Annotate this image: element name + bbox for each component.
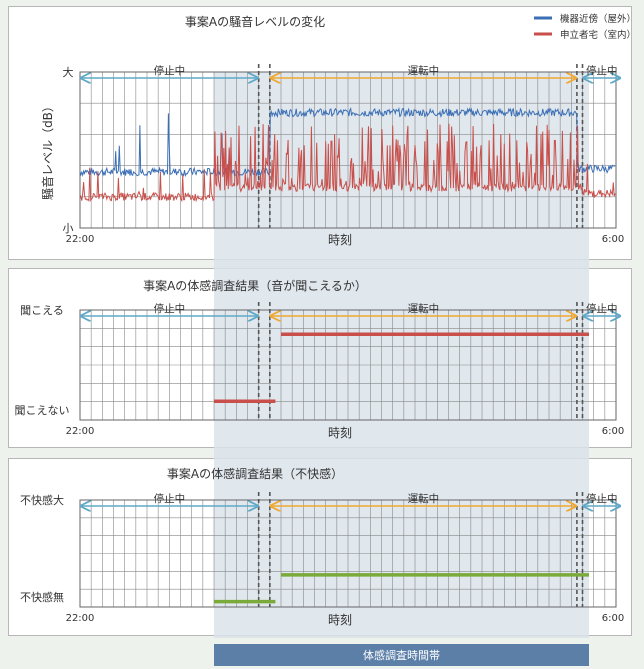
plot-frame — [79, 499, 617, 608]
x-axis-label: 時刻 — [328, 233, 352, 247]
series-line-outdoor — [79, 106, 616, 178]
period-label: 運転中 — [408, 302, 440, 315]
period-label: 運転中 — [408, 64, 440, 77]
survey-period-label: 体感調査時間帯 — [363, 648, 440, 662]
series-line-indoor — [79, 123, 616, 203]
y-tick-label: 聞こえる — [20, 304, 64, 317]
x-tick-label: 22:00 — [66, 613, 95, 624]
survey-period-label-box — [214, 644, 589, 666]
period-label: 停止中 — [586, 64, 618, 77]
period-label: 停止中 — [586, 302, 618, 315]
y-tick-label: 大 — [63, 65, 74, 79]
y-axis-label: 騒音レベル（dB） — [40, 100, 55, 200]
x-tick-label: 6:00 — [602, 613, 624, 624]
period-label: 停止中 — [154, 492, 186, 505]
legend-label: 申立者宅（室内） — [560, 29, 636, 41]
y-tick-label: 聞こえない — [15, 404, 70, 417]
period-label: 停止中 — [154, 302, 186, 315]
legend-label: 機器近傍（屋外） — [560, 13, 636, 25]
x-tick-label: 6:00 — [602, 426, 624, 437]
chart-title-2: 事案Aの体感調査結果（音が聞こえるか） — [143, 278, 367, 293]
plot-frame — [79, 71, 617, 229]
plot-frame — [79, 309, 617, 421]
x-axis-label: 時刻 — [328, 613, 352, 627]
x-tick-label: 22:00 — [66, 234, 95, 245]
period-label: 停止中 — [586, 492, 618, 505]
period-label: 運転中 — [408, 492, 440, 505]
x-tick-label: 6:00 — [602, 234, 624, 245]
chart-title-1: 事案Aの騒音レベルの変化 — [185, 14, 325, 29]
x-axis-label: 時刻 — [328, 426, 352, 440]
y-tick-label: 不快感大 — [20, 493, 64, 507]
chart-title-3: 事案Aの体感調査結果（不快感） — [167, 466, 343, 481]
y-tick-label: 小 — [63, 222, 74, 235]
x-tick-label: 22:00 — [66, 426, 95, 437]
y-tick-label: 不快感無 — [20, 590, 64, 604]
period-label: 停止中 — [154, 64, 186, 77]
